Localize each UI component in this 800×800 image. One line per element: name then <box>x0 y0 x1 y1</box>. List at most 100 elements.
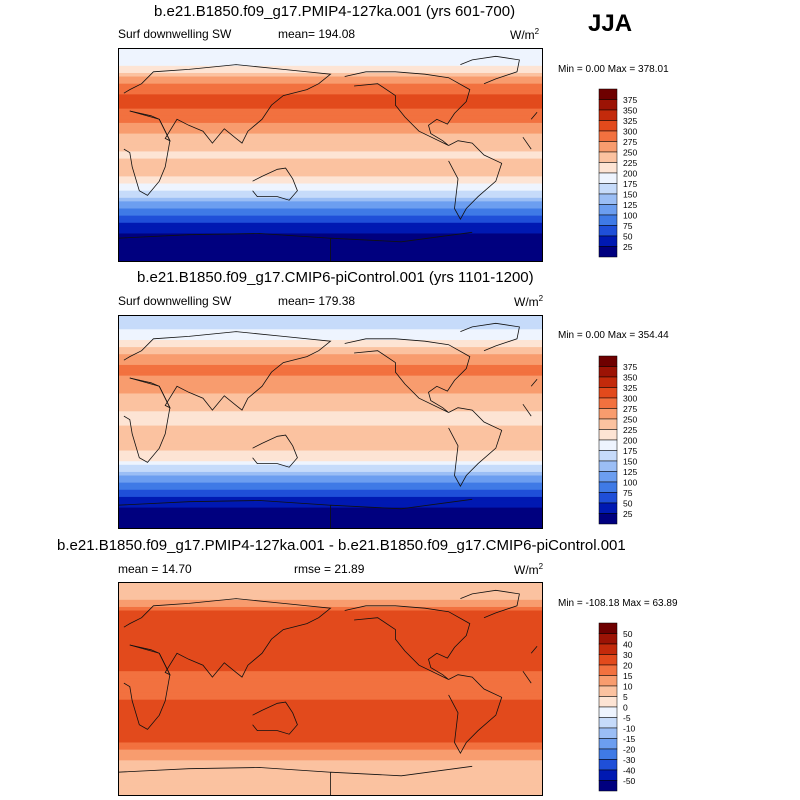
coastline-4 <box>448 407 503 488</box>
colorbar-tick-label: 325 <box>623 383 637 393</box>
panel1-colorbar: 3753503253002752502252001751501251007550… <box>598 88 637 258</box>
colorbar-tick-label: 125 <box>623 200 637 210</box>
map-band <box>118 65 543 70</box>
colorbar-box <box>598 151 618 163</box>
colorbar-tick-label: 225 <box>623 425 637 435</box>
map-band <box>118 617 543 622</box>
panel1-variable: Surf downwelling SW <box>118 27 232 41</box>
colorbar-box <box>598 214 618 226</box>
map-band <box>118 689 543 694</box>
map-band <box>118 354 543 359</box>
colorbar-box <box>598 225 618 237</box>
colorbar-tick-label: 375 <box>623 95 637 105</box>
colorbar-tick-label: -30 <box>623 755 636 765</box>
map-band <box>118 69 543 74</box>
map-band <box>118 72 543 78</box>
colorbar-box <box>598 748 618 760</box>
map-band <box>118 105 543 110</box>
map-band <box>118 190 543 195</box>
panel1-mean: mean= 194.08 <box>278 27 356 41</box>
map-band <box>118 197 543 202</box>
colorbar-box <box>598 492 618 504</box>
map-band <box>118 194 543 199</box>
colorbar-box <box>598 471 618 483</box>
colorbar-box <box>598 88 618 100</box>
colorbar-tick-label: -5 <box>623 713 631 723</box>
map-band <box>118 343 543 348</box>
colorbar-tick-label: 0 <box>623 703 628 713</box>
panel3-mean: mean = 14.70 <box>118 562 192 576</box>
map-band <box>118 48 543 53</box>
colorbar-box <box>598 99 618 111</box>
map-band <box>118 454 543 459</box>
map-band <box>118 713 543 719</box>
colorbar-tick-label: 325 <box>623 116 637 126</box>
colorbar-box <box>598 235 618 247</box>
map-band <box>118 681 543 687</box>
coastline-1 <box>123 644 538 730</box>
coastline-1 <box>123 110 538 196</box>
colorbar-tick-label: 30 <box>623 650 633 660</box>
colorbar-tick-label: -10 <box>623 724 636 734</box>
map-band <box>118 144 543 149</box>
map-band <box>118 212 543 217</box>
colorbar-tick-label: 275 <box>623 404 637 414</box>
season-label: JJA <box>588 10 633 37</box>
colorbar-box <box>598 109 618 121</box>
colorbar-tick-label: 10 <box>623 682 633 692</box>
map-band <box>118 361 543 366</box>
map-band <box>118 735 543 740</box>
map-band <box>118 582 543 587</box>
colorbar-tick-label: 150 <box>623 190 637 200</box>
map-band <box>118 753 543 758</box>
map-band <box>118 414 543 420</box>
coastline-6 <box>118 765 473 796</box>
map-band <box>118 603 543 608</box>
map-band <box>118 379 543 384</box>
map-band <box>118 158 543 163</box>
coastline-2 <box>252 434 298 468</box>
map-band <box>118 457 543 462</box>
map-band <box>118 397 543 402</box>
map-band <box>118 746 543 751</box>
coastline-1 <box>123 377 538 463</box>
map-band <box>118 656 543 662</box>
colorbar-box <box>598 418 618 430</box>
coastline-3 <box>344 71 471 146</box>
coastline-5 <box>460 55 520 85</box>
coastline-3 <box>344 605 471 680</box>
map-band <box>118 336 543 341</box>
colorbar-tick-label: 40 <box>623 640 633 650</box>
colorbar-tick-label: 350 <box>623 373 637 383</box>
map-band <box>118 165 543 170</box>
map-band <box>118 386 543 391</box>
map-band <box>118 606 543 612</box>
map-band <box>118 389 543 395</box>
panel3-minmax: Min = -108.18 Max = 63.89 <box>558 598 678 609</box>
map-band <box>118 332 543 337</box>
map-band <box>118 436 543 441</box>
map-band <box>118 325 543 330</box>
colorbar-tick-label: 75 <box>623 488 633 498</box>
map-band <box>118 699 543 704</box>
map-band <box>118 461 543 466</box>
colorbar-tick-label: -50 <box>623 776 636 786</box>
map-band <box>118 628 543 633</box>
map-band <box>118 703 543 708</box>
panel1-minmax: Min = 0.00 Max = 378.01 <box>558 64 669 75</box>
map-band <box>118 667 543 672</box>
colorbar-box <box>598 204 618 216</box>
panel3-units: W/m2 <box>514 562 544 577</box>
colorbar-tick-label: 125 <box>623 467 637 477</box>
colorbar-box <box>598 355 618 367</box>
colorbar-box <box>598 130 618 142</box>
panel2-colorbar: 3753503253002752502252001751501251007550… <box>598 355 637 525</box>
map-band <box>118 172 543 177</box>
colorbar-box <box>598 769 618 781</box>
map-band <box>118 660 543 665</box>
map-band <box>118 55 543 60</box>
map-band <box>118 489 543 494</box>
map-band <box>118 112 543 117</box>
colorbar-box <box>598 397 618 409</box>
map-band <box>118 222 543 227</box>
